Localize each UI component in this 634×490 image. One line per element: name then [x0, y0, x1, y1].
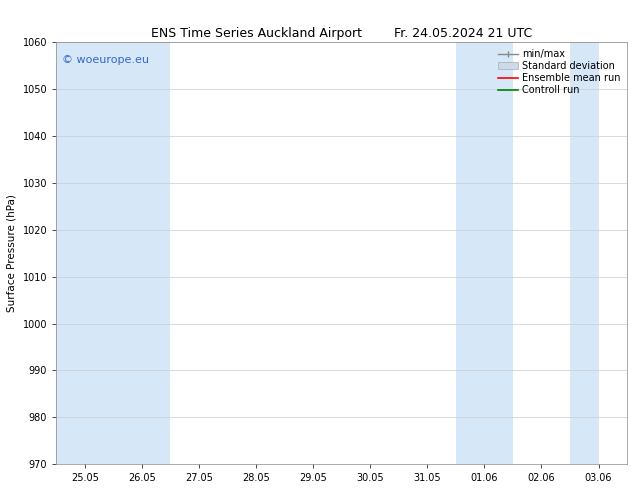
- Legend: min/max, Standard deviation, Ensemble mean run, Controll run: min/max, Standard deviation, Ensemble me…: [496, 47, 623, 98]
- Bar: [456, 43, 513, 464]
- Bar: [56, 43, 113, 464]
- Bar: [113, 43, 171, 464]
- Bar: [570, 43, 598, 464]
- Y-axis label: Surface Pressure (hPa): Surface Pressure (hPa): [7, 195, 17, 312]
- Text: © woeurope.eu: © woeurope.eu: [62, 55, 149, 65]
- Title: ENS Time Series Auckland Airport        Fr. 24.05.2024 21 UTC: ENS Time Series Auckland Airport Fr. 24.…: [151, 27, 532, 40]
